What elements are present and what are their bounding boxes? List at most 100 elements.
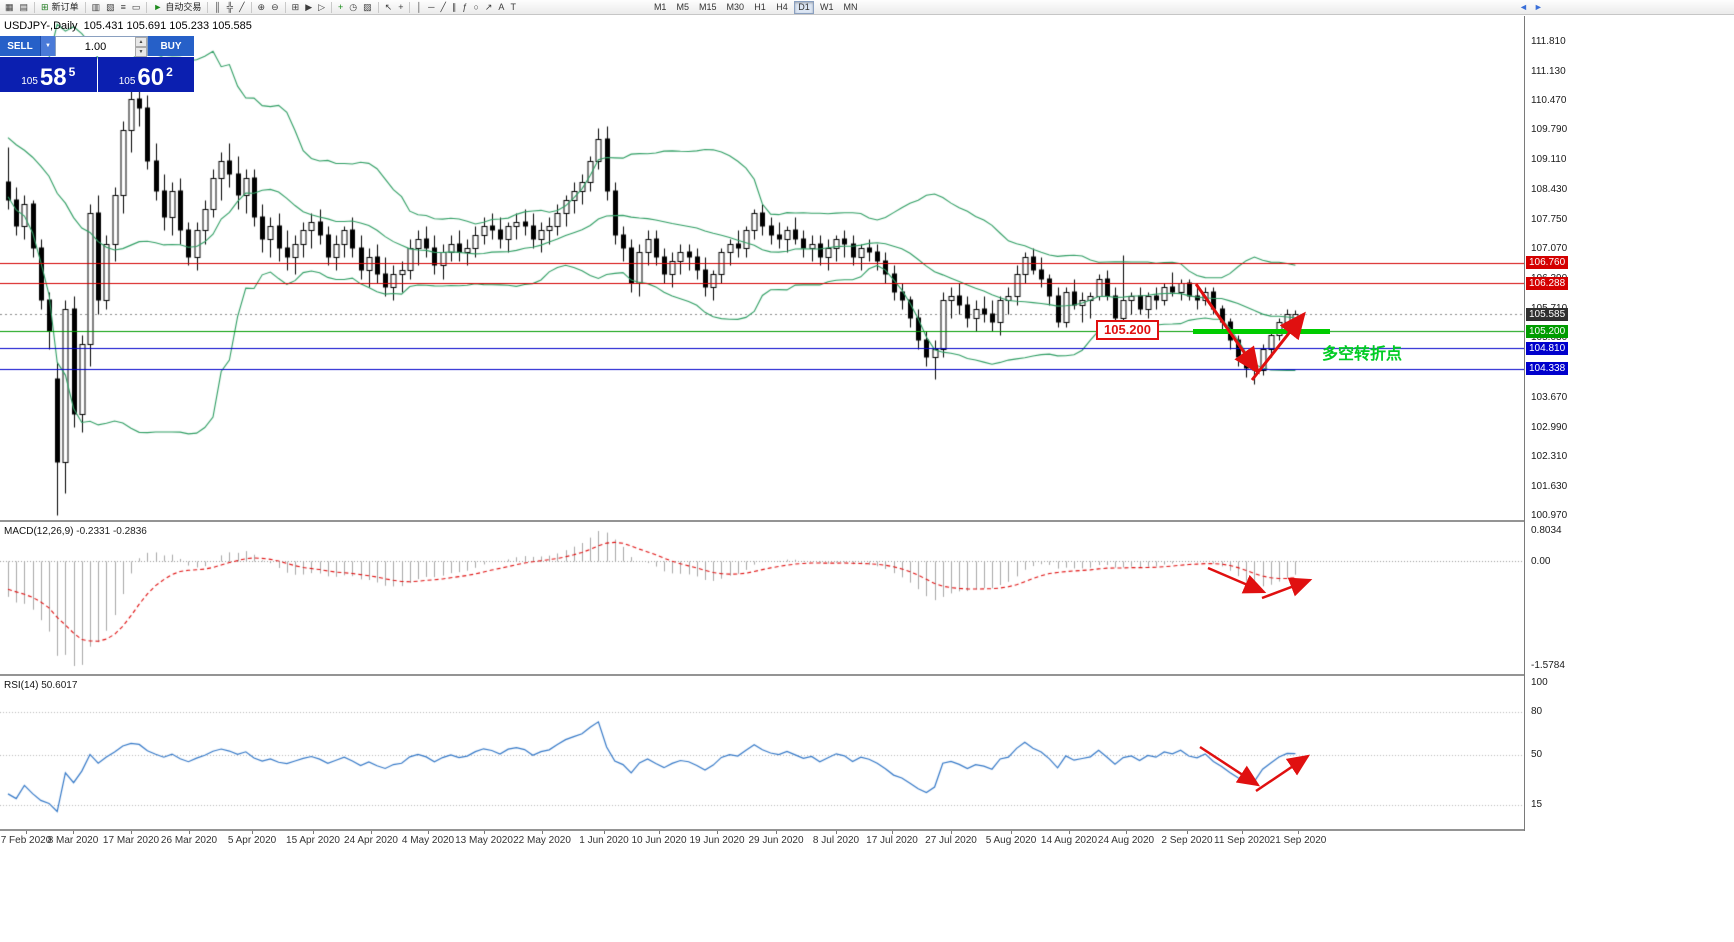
text-button[interactable]: A xyxy=(495,1,507,14)
autotrading-button[interactable]: ► 自动交易 xyxy=(150,1,204,14)
timeframe-bar: M1 M5 M15 M30 H1 H4 D1 W1 MN xyxy=(649,0,863,15)
tile-windows-button[interactable]: ⊞ xyxy=(289,1,303,14)
zoom-in-icon: ⊕ xyxy=(257,1,266,12)
autotrading-icon: ► xyxy=(153,1,163,12)
sell-price-sup: 5 xyxy=(68,65,76,79)
date-tick xyxy=(26,831,27,834)
panel-separator-main-macd[interactable] xyxy=(0,520,1734,522)
level-price-callout[interactable]: 105.200 xyxy=(1096,320,1159,340)
buy-button[interactable]: BUY xyxy=(148,36,194,56)
timeframe-mn-button[interactable]: MN xyxy=(843,2,858,12)
date-tick xyxy=(484,831,485,834)
buy-price-prefix: 105 xyxy=(118,76,136,87)
chart-candles-button[interactable]: ╬ xyxy=(224,1,236,14)
profiles-button[interactable]: ▤ xyxy=(17,1,32,14)
date-label: 26 Mar 2020 xyxy=(160,835,218,846)
chart-bars-icon: ║ xyxy=(214,1,221,12)
one-click-trading-panel: SELL ▼ ▲ ▼ BUY 105 58 5 105 60 2 xyxy=(0,36,194,92)
date-label: 8 Mar 2020 xyxy=(47,835,99,846)
toolbar-overflow-left-icon[interactable]: ◄ xyxy=(1519,2,1528,12)
toolbar-separator xyxy=(284,1,286,13)
timeframe-m15-button[interactable]: M15 xyxy=(698,2,717,12)
rsi-value: 50.6017 xyxy=(41,680,78,691)
volume-dropdown[interactable]: ▼ xyxy=(40,36,55,56)
timeframe-m5-button[interactable]: M5 xyxy=(676,2,689,12)
buy-price-button[interactable]: 105 60 2 xyxy=(97,57,194,92)
zoom-out-button[interactable]: ⊖ xyxy=(268,1,282,14)
chart-shift-button[interactable]: ▷ xyxy=(315,1,328,14)
date-axis[interactable]: 7 Feb 2020 8 Mar 2020 17 Mar 2020 26 Mar 20… xyxy=(0,831,1734,942)
new-order-button[interactable]: ⊞ 新订单 xyxy=(38,1,82,14)
toolbar-overflow-right-icon[interactable]: ► xyxy=(1533,2,1543,12)
shapes-button[interactable]: ○ xyxy=(470,1,481,14)
terminal-button[interactable]: ▭ xyxy=(129,1,144,14)
templates-button[interactable]: ▨ xyxy=(360,1,375,14)
chevron-down-icon: ▼ xyxy=(45,43,51,49)
date-label: 22 May 2020 xyxy=(513,835,571,846)
timeframe-m1-button[interactable]: M1 xyxy=(653,2,667,12)
sell-button[interactable]: SELL xyxy=(0,36,40,56)
rsi-name: RSI(14) xyxy=(4,680,39,691)
price-tag-105.200: 105.200 xyxy=(1526,324,1569,338)
toolbar-separator xyxy=(34,1,36,13)
macd-panel-canvas[interactable] xyxy=(0,522,1524,674)
arrows-tool-icon: ↗ xyxy=(484,1,493,12)
rsi-panel-canvas[interactable] xyxy=(0,676,1524,829)
price-chart-canvas[interactable] xyxy=(0,16,1524,520)
date-tick xyxy=(1126,831,1127,834)
text-label-button[interactable]: T xyxy=(507,1,519,14)
date-label: 4 May 2020 xyxy=(401,835,455,846)
turning-point-note[interactable]: 多空转折点 xyxy=(1322,346,1403,363)
chart-bars-button[interactable]: ║ xyxy=(211,1,223,14)
timeframe-h4-button[interactable]: H4 xyxy=(776,2,788,12)
toolbar: ▦ ▤ ⊞ 新订单 ▥ ▧ ≡ ▭ ► 自动交易 ║ ╬ ╱ ⊕ ⊖ ⊞ ▶ ▷ + ◷ ▨ ↖ + │ ─ ╱ ∥ ƒ ○ ↗ A T M1… xyxy=(0,0,1734,15)
support-line-thick[interactable] xyxy=(1193,329,1330,334)
navigator-button[interactable]: ≡ xyxy=(118,1,129,14)
arrows-tool-button[interactable]: ↗ xyxy=(482,1,496,14)
chart-candles-icon: ╬ xyxy=(226,1,234,12)
trendline-button[interactable]: ╱ xyxy=(438,1,449,14)
toolbar-overflow: ◄ ► xyxy=(1519,1,1543,14)
date-tick xyxy=(836,831,837,834)
volume-decrease-button[interactable]: ▼ xyxy=(135,47,147,57)
date-tick xyxy=(313,831,314,834)
chart-line-button[interactable]: ╱ xyxy=(236,1,247,14)
price-scale-label: 103.670 xyxy=(1531,391,1568,403)
sell-price-prefix: 105 xyxy=(21,76,38,87)
volume-input[interactable] xyxy=(56,38,147,56)
panel-separator-rsi-dates[interactable] xyxy=(0,829,1734,831)
shapes-icon: ○ xyxy=(473,1,479,12)
panel-separator-macd-rsi[interactable] xyxy=(0,674,1734,676)
new-chart-button[interactable]: ▦ xyxy=(2,1,17,14)
channel-icon: ∥ xyxy=(451,1,457,12)
date-label: 17 Mar 2020 xyxy=(102,835,160,846)
date-tick xyxy=(604,831,605,834)
horizontal-line-button[interactable]: ─ xyxy=(425,1,437,14)
price-axis[interactable]: 111.810 111.130 110.470 109.790 109.110 108.4… xyxy=(1524,16,1734,831)
zoom-in-button[interactable]: ⊕ xyxy=(255,1,269,14)
periods-button[interactable]: ◷ xyxy=(346,1,360,14)
date-label: 5 Aug 2020 xyxy=(985,835,1037,846)
date-tick xyxy=(659,831,660,834)
timeframe-w1-button[interactable]: W1 xyxy=(820,2,834,12)
timeframe-h1-button[interactable]: H1 xyxy=(754,2,766,12)
vertical-line-button[interactable]: │ xyxy=(413,1,425,14)
data-window-button[interactable]: ▧ xyxy=(103,1,118,14)
sell-price-button[interactable]: 105 58 5 xyxy=(0,57,97,92)
indicators-button[interactable]: + xyxy=(335,1,346,14)
channel-button[interactable]: ∥ xyxy=(449,1,460,14)
text-label-icon: T xyxy=(510,1,516,12)
price-scale-label: 101.630 xyxy=(1531,481,1568,493)
date-label: 27 Jul 2020 xyxy=(925,835,977,846)
crosshair-button[interactable]: + xyxy=(395,1,406,14)
cursor-button[interactable]: ↖ xyxy=(382,1,396,14)
timeframe-m30-button[interactable]: M30 xyxy=(726,2,744,12)
volume-increase-button[interactable]: ▲ xyxy=(135,37,147,47)
date-tick xyxy=(428,831,429,834)
auto-scroll-button[interactable]: ▶ xyxy=(302,1,315,14)
timeframe-d1-button[interactable]: D1 xyxy=(794,0,814,14)
fibonacci-button[interactable]: ƒ xyxy=(459,1,470,14)
market-watch-button[interactable]: ▥ xyxy=(89,1,104,14)
price-scale-label: 108.430 xyxy=(1531,183,1568,195)
